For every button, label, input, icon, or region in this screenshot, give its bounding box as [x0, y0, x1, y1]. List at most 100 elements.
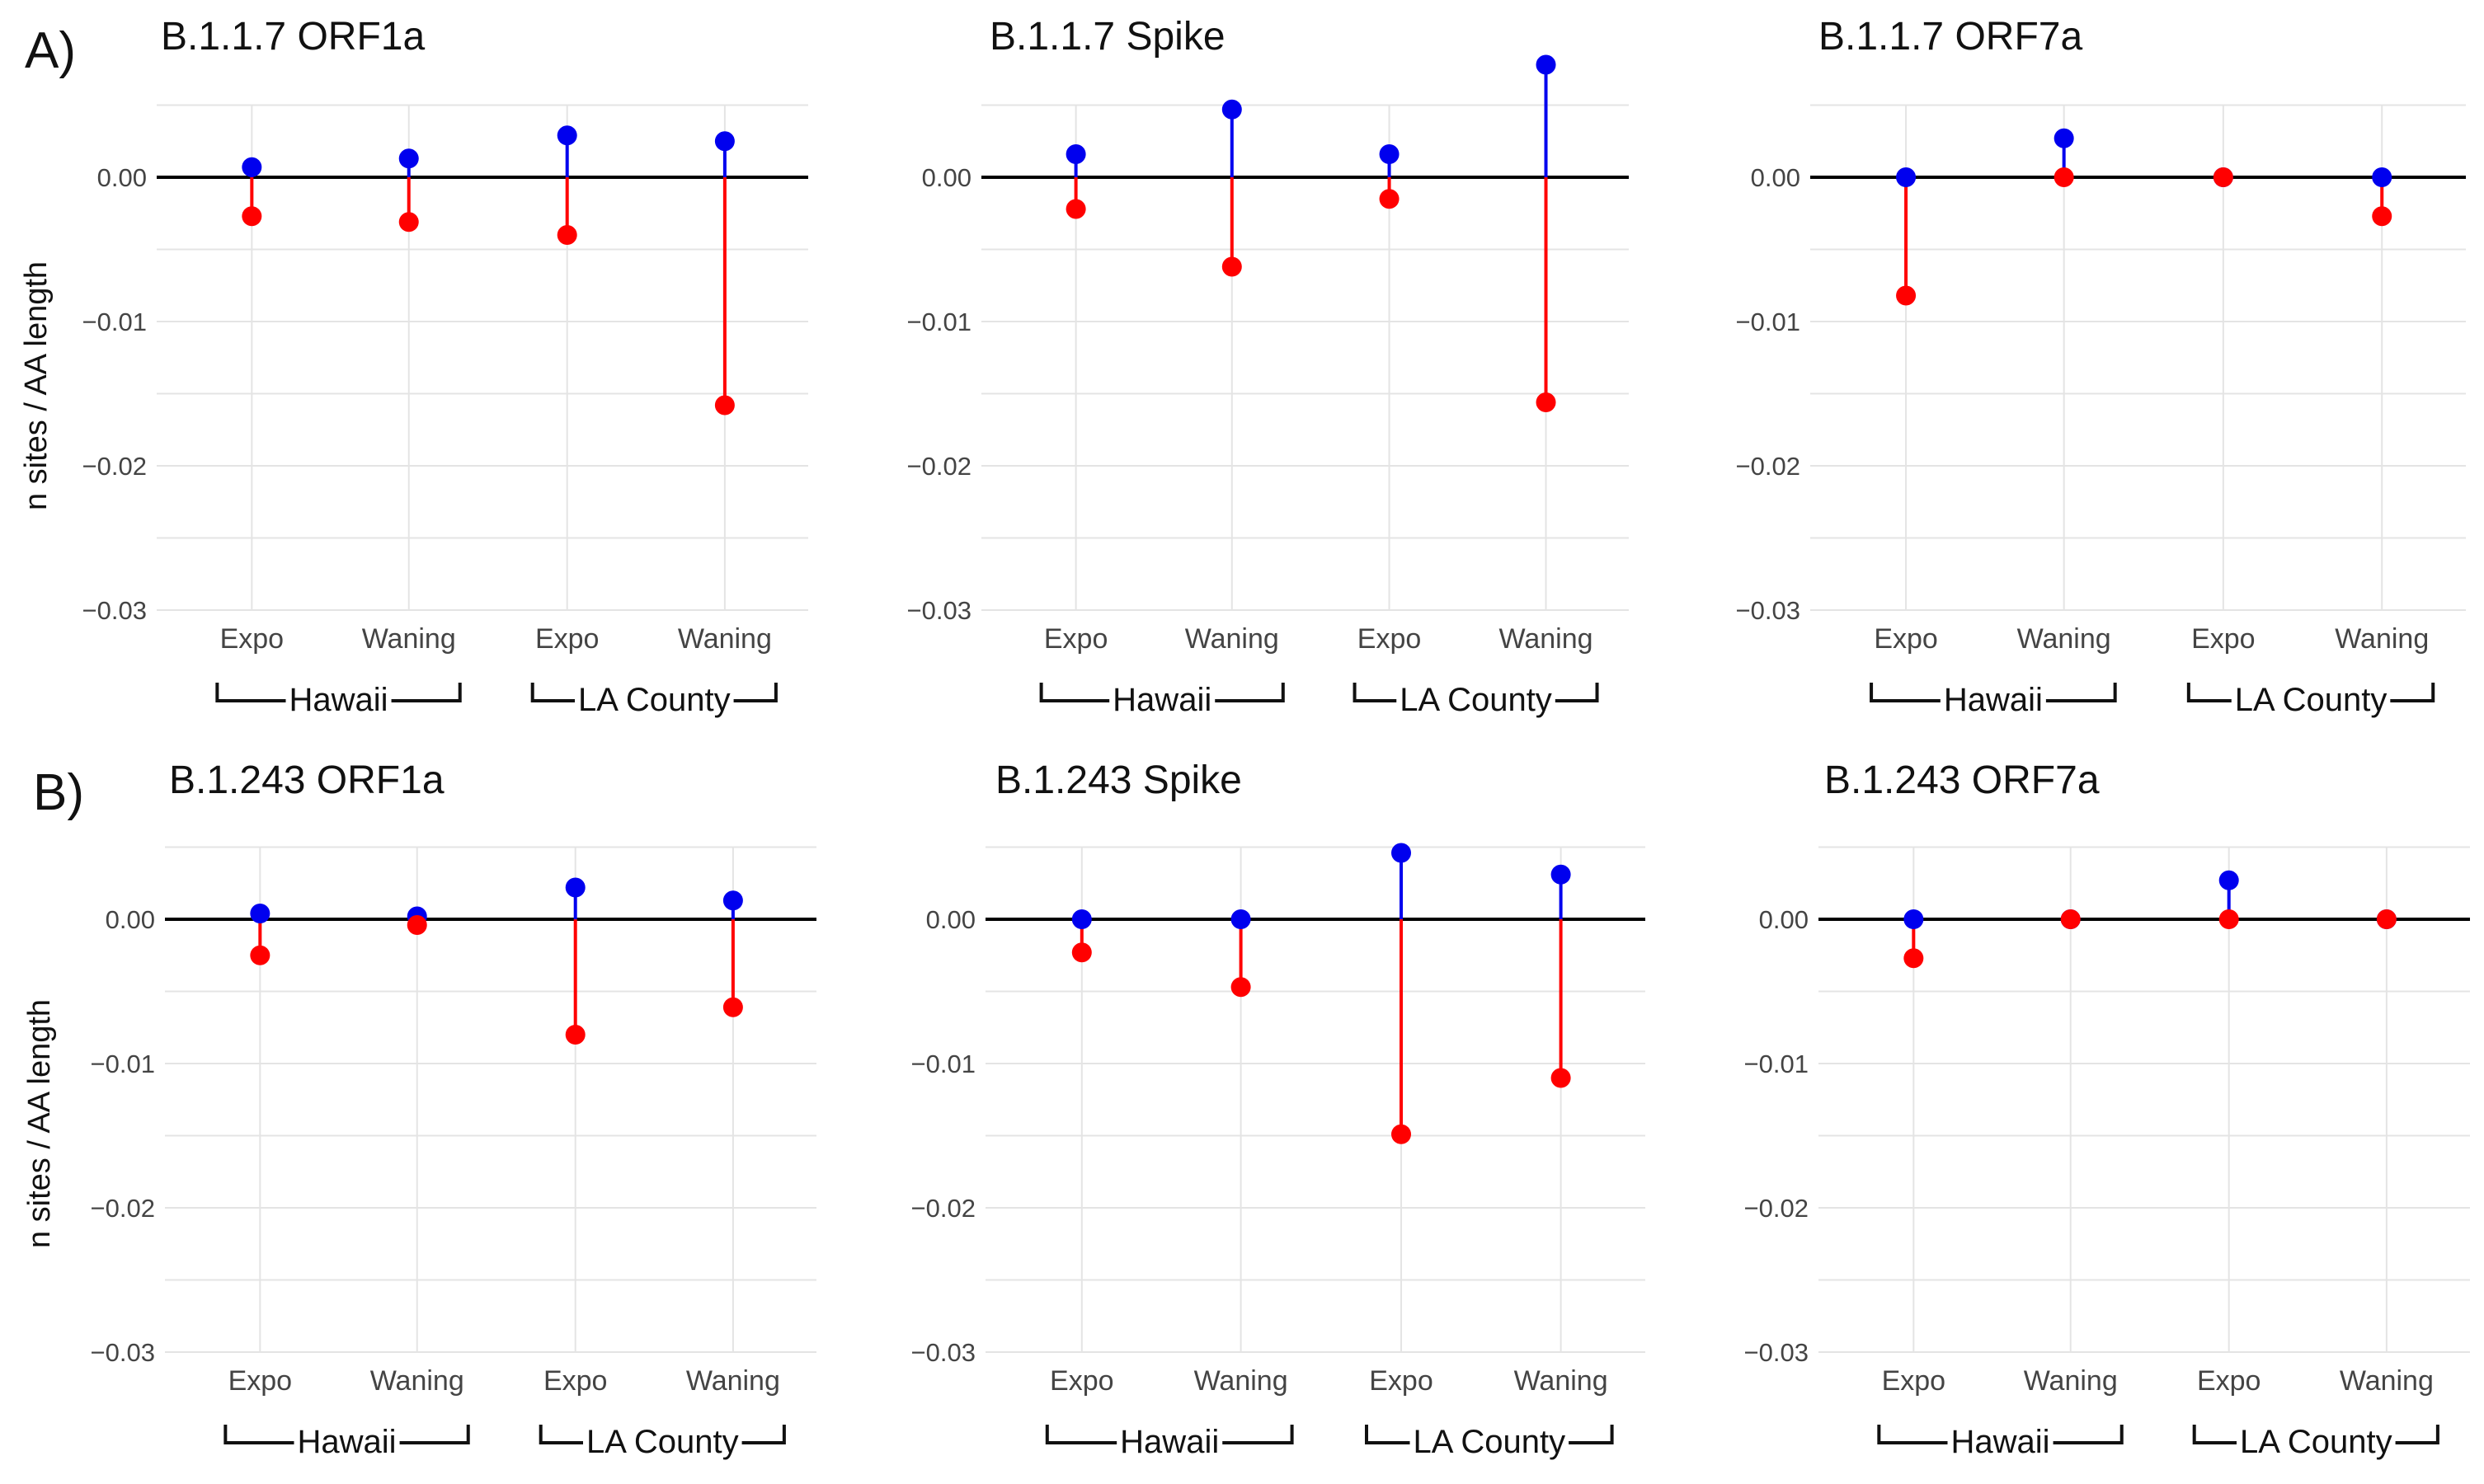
y-tick-label: −0.01 — [907, 308, 971, 336]
group-label-background — [2237, 1424, 2396, 1460]
point-negative — [407, 915, 427, 935]
point-positive — [1550, 864, 1571, 885]
y-tick-label: 0.00 — [1751, 163, 1800, 192]
x-tick-label: Waning — [678, 623, 772, 655]
group-label: LA County — [586, 1424, 739, 1460]
x-tick-label: Expo — [1357, 623, 1422, 655]
x-tick-label: Expo — [535, 623, 600, 655]
group-label: LA County — [578, 682, 731, 718]
x-tick-label: Expo — [1050, 1365, 1114, 1397]
y-axis-label-b: n sites / AA length — [22, 999, 57, 1248]
point-positive — [398, 148, 419, 169]
group-label: LA County — [2240, 1424, 2392, 1460]
y-axis-label-a: n sites / AA length — [19, 261, 54, 510]
y-tick-label: −0.03 — [911, 1338, 976, 1367]
x-tick-label: Expo — [228, 1365, 293, 1397]
x-tick-label: Waning — [1499, 623, 1593, 655]
point-negative — [1379, 189, 1400, 209]
group-label-background — [583, 1424, 742, 1460]
point-positive — [1536, 54, 1556, 75]
point-negative — [1230, 977, 1251, 998]
point-negative — [2060, 909, 2081, 929]
chart-title: B.1.1.7 ORF1a — [161, 15, 425, 59]
group-label: Hawaii — [1120, 1424, 1219, 1460]
group-label: Hawaii — [298, 1424, 397, 1460]
y-tick-label: −0.02 — [1744, 1194, 1809, 1223]
chart-title: B.1.1.7 ORF7a — [1818, 15, 2082, 59]
point-positive — [1391, 843, 1411, 863]
group-label: LA County — [1414, 1424, 1566, 1460]
point-positive — [714, 131, 735, 152]
point-negative — [557, 225, 577, 245]
group-label-background — [2231, 682, 2391, 718]
x-tick-label: Waning — [362, 623, 456, 655]
chart-title: B.1.243 ORF7a — [1824, 758, 2100, 802]
point-positive — [557, 125, 577, 146]
point-negative — [2213, 167, 2233, 187]
point-negative — [242, 206, 262, 227]
point-negative — [1896, 285, 1917, 306]
point-positive — [1903, 909, 1924, 929]
point-positive — [1379, 144, 1400, 164]
x-tick-label: Waning — [2335, 623, 2429, 655]
y-tick-label: −0.03 — [907, 596, 971, 625]
group-label-background — [1409, 1424, 1569, 1460]
group-label: Hawaii — [1113, 682, 1211, 718]
point-negative — [1391, 1124, 1411, 1144]
point-negative — [1071, 942, 1092, 963]
chart-panel-6: B.1.243 ORF7a 0.00 −0.01 −0.02 −0.03 Expo Wani… — [1744, 758, 2470, 1460]
group-label: Hawaii — [1951, 1424, 2050, 1460]
point-positive — [565, 877, 586, 898]
y-tick-label: −0.01 — [911, 1050, 976, 1078]
y-tick-label: −0.02 — [911, 1194, 976, 1223]
y-tick-label: −0.03 — [1744, 1338, 1809, 1367]
x-tick-label: Expo — [1882, 1365, 1946, 1397]
x-tick-label: Expo — [1369, 1365, 1433, 1397]
x-tick-label: Expo — [543, 1365, 608, 1397]
chart-title: B.1.243 ORF1a — [169, 758, 445, 802]
x-tick-label: Expo — [220, 623, 285, 655]
chart-title: B.1.1.7 Spike — [990, 15, 1226, 59]
x-tick-label: Waning — [1514, 1365, 1608, 1397]
x-tick-label: Expo — [1044, 623, 1108, 655]
group-label-background — [1117, 1424, 1223, 1460]
point-positive — [242, 157, 262, 177]
y-tick-label: −0.02 — [1736, 452, 1800, 481]
x-tick-label: Waning — [1194, 1365, 1288, 1397]
point-negative — [250, 945, 271, 965]
chart-panel-2: B.1.1.7 Spike 0.00 −0.01 −0.02 −0.03 Expo Wani… — [907, 15, 1629, 718]
point-positive — [1896, 167, 1917, 187]
point-negative — [2372, 206, 2392, 227]
y-tick-label: −0.02 — [82, 452, 147, 481]
point-negative — [2218, 909, 2239, 929]
group-label-background — [294, 1424, 400, 1460]
point-positive — [1230, 909, 1251, 929]
group-label-background — [1396, 682, 1555, 718]
x-tick-label: Waning — [2017, 623, 2111, 655]
group-label-background — [575, 682, 734, 718]
y-tick-label: −0.03 — [1736, 596, 1800, 625]
y-tick-label: −0.01 — [1736, 308, 1800, 336]
group-label: LA County — [1400, 682, 1552, 718]
x-tick-label: Waning — [1185, 623, 1279, 655]
x-tick-label: Expo — [1874, 623, 1938, 655]
point-positive — [250, 904, 271, 923]
point-negative — [2376, 909, 2397, 929]
point-positive — [722, 890, 743, 911]
y-tick-label: 0.00 — [106, 905, 155, 934]
chart-panel-3: B.1.1.7 ORF7a 0.00 −0.01 −0.02 −0.03 Expo Wani… — [1736, 15, 2466, 718]
x-tick-label: Waning — [686, 1365, 780, 1397]
point-positive — [2372, 167, 2392, 187]
chart-panel-1: B.1.1.7 ORF1a 0.00 −0.01 −0.02 −0.03 Expo Wani… — [82, 15, 808, 718]
y-tick-label: 0.00 — [97, 163, 147, 192]
panel-label-b: B) — [33, 764, 84, 821]
point-negative — [565, 1025, 586, 1045]
x-tick-label: Waning — [2024, 1365, 2118, 1397]
group-label-background — [1940, 682, 2046, 718]
x-tick-label: Waning — [370, 1365, 464, 1397]
group-label: Hawaii — [289, 682, 388, 718]
group-label-background — [1109, 682, 1216, 718]
point-positive — [2054, 128, 2074, 148]
y-tick-label: 0.00 — [1759, 905, 1809, 934]
group-label-background — [1947, 1424, 2054, 1460]
